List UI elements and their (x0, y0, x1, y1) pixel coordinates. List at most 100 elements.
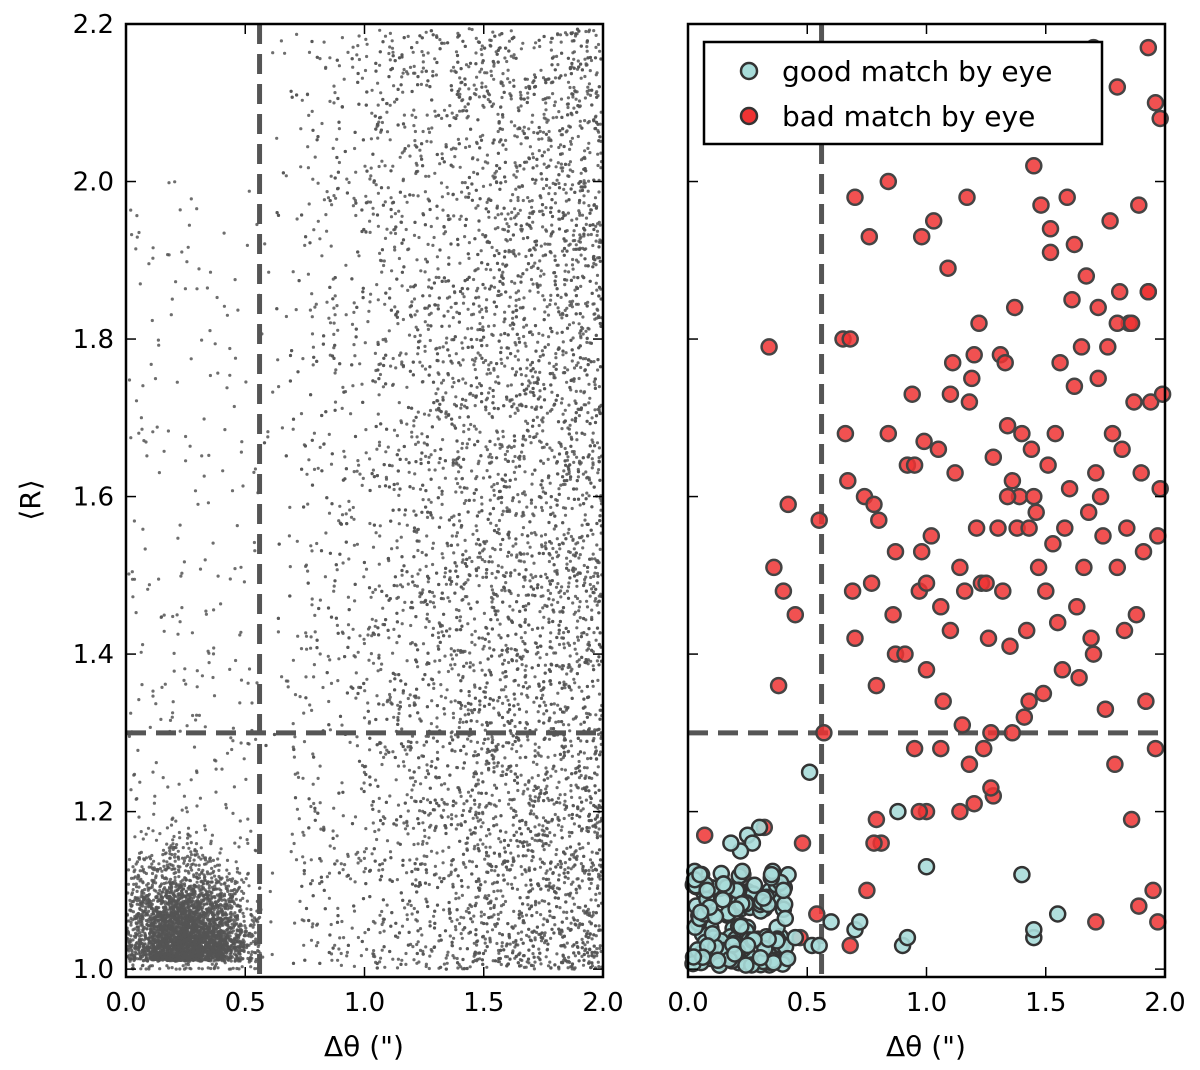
left-data-point (188, 936, 192, 940)
left-data-point (184, 682, 188, 686)
left-data-point (194, 935, 198, 939)
left-data-point (187, 846, 191, 850)
left-data-point (224, 916, 228, 920)
left-data-point (149, 362, 153, 366)
left-data-point (174, 885, 178, 889)
left-data-point (128, 959, 132, 963)
left-data-point (238, 819, 242, 823)
left-data-point (245, 944, 249, 948)
left-data-point (141, 945, 145, 949)
left-data-point (220, 955, 224, 959)
left-data-point (252, 920, 256, 924)
left-data-point (141, 930, 145, 934)
left-data-point (254, 737, 258, 742)
left-data-point (151, 689, 155, 693)
left-data-point (157, 471, 161, 475)
left-data-point (256, 949, 260, 953)
left-data-point (160, 869, 164, 873)
left-data-point (210, 833, 214, 837)
left-data-point (184, 459, 188, 463)
left-data-point (139, 416, 143, 420)
left-data-point (221, 918, 225, 922)
left-data-point (139, 850, 143, 855)
left-data-point (231, 940, 235, 944)
left-data-point (206, 943, 210, 947)
left-data-point (241, 896, 245, 901)
left-data-point (225, 313, 229, 317)
left-data-point (256, 945, 260, 949)
left-data-point (154, 947, 158, 951)
left-data-point (208, 902, 212, 906)
left-data-point (240, 957, 244, 961)
left-data-point (186, 245, 190, 249)
left-data-point (146, 587, 150, 591)
left-data-point (242, 880, 246, 884)
left-data-point (233, 841, 237, 845)
left-data-point (197, 884, 201, 888)
left-data-point (146, 923, 150, 927)
left-data-point (256, 920, 260, 924)
left-data-point (252, 923, 256, 927)
left-data-point (190, 929, 194, 933)
left-data-point (234, 897, 238, 901)
left-data-point (195, 685, 199, 689)
left-data-point (176, 951, 180, 955)
left-data-point (169, 844, 173, 848)
left-data-point (175, 955, 179, 959)
left-data-point (201, 946, 206, 950)
left-data-point (200, 967, 204, 971)
left-data-point (176, 849, 180, 853)
left-data-point (246, 681, 250, 685)
left-data-point (205, 927, 209, 931)
left-data-point (231, 918, 235, 922)
left-data-point (135, 235, 139, 239)
left-data-point (204, 609, 208, 613)
left-data-point (131, 865, 135, 869)
left-data-point (141, 384, 145, 388)
left-data-point (195, 713, 199, 717)
left-data-point (225, 386, 229, 390)
left-data-point (186, 897, 190, 901)
left-data-point (166, 429, 170, 433)
left-data-point (137, 431, 141, 435)
left-data-point (170, 948, 174, 952)
left-data-point (242, 757, 246, 761)
left-data-point (135, 902, 139, 906)
left-data-point (151, 694, 155, 698)
left-data-point (167, 953, 172, 957)
left-data-point (206, 966, 210, 970)
left-data-point (132, 956, 136, 961)
left-data-point (218, 945, 222, 949)
left-data-point (178, 523, 182, 527)
left-data-point (239, 565, 243, 569)
left-data-point (180, 250, 184, 254)
left-data-point (213, 884, 217, 888)
left-data-point (213, 342, 217, 346)
left-data-point (231, 811, 235, 816)
left-data-point (227, 967, 231, 971)
left-data-point (140, 427, 144, 431)
left-data-point (215, 948, 219, 952)
left-data-point (184, 878, 189, 882)
left-data-point (128, 898, 132, 903)
left-data-point (165, 826, 169, 830)
left-data-point (159, 895, 163, 899)
left-data-point (199, 846, 203, 850)
left-data-point (216, 958, 220, 962)
left-data-point (212, 608, 216, 612)
left-data-point (137, 875, 141, 879)
left-data-point (150, 871, 155, 876)
left-data-point (189, 901, 194, 905)
left-data-point (202, 417, 206, 421)
left-data-point (175, 613, 179, 617)
left-data-point (161, 853, 165, 857)
left-data-point (169, 883, 173, 887)
left-data-point (135, 214, 139, 218)
left-data-point (179, 880, 183, 884)
left-data-point (177, 886, 182, 890)
left-data-point (137, 897, 141, 902)
left-data-point (246, 841, 250, 846)
left-data-point (134, 399, 139, 403)
left-data-point (173, 859, 177, 863)
left-data-point (189, 853, 194, 857)
